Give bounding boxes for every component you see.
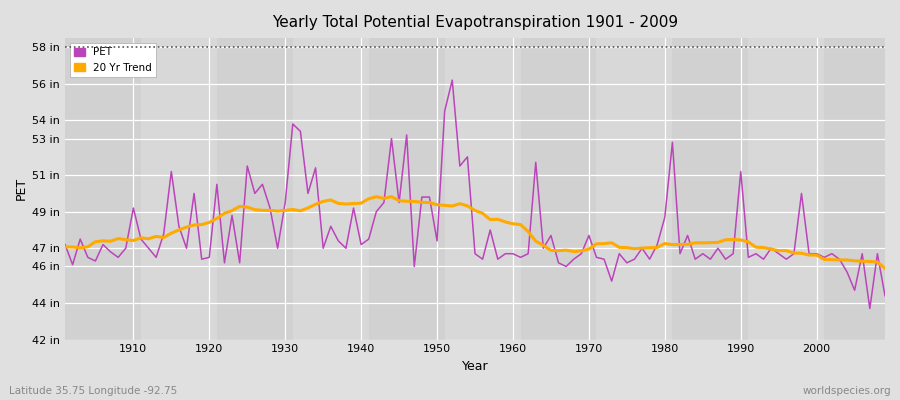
Bar — [597, 38, 672, 340]
Bar — [141, 38, 217, 340]
Bar — [217, 38, 292, 340]
Text: worldspecies.org: worldspecies.org — [803, 386, 891, 396]
Legend: PET, 20 Yr Trend: PET, 20 Yr Trend — [70, 43, 156, 77]
Text: Latitude 35.75 Longitude -92.75: Latitude 35.75 Longitude -92.75 — [9, 386, 177, 396]
Bar — [824, 38, 893, 340]
Bar — [672, 38, 748, 340]
Bar — [748, 38, 824, 340]
Title: Yearly Total Potential Evapotranspiration 1901 - 2009: Yearly Total Potential Evapotranspiratio… — [272, 15, 678, 30]
Bar — [65, 38, 141, 340]
Bar — [292, 38, 369, 340]
Bar — [369, 38, 445, 340]
Bar — [520, 38, 597, 340]
Bar — [445, 38, 520, 340]
Y-axis label: PET: PET — [15, 177, 28, 200]
X-axis label: Year: Year — [462, 360, 489, 373]
